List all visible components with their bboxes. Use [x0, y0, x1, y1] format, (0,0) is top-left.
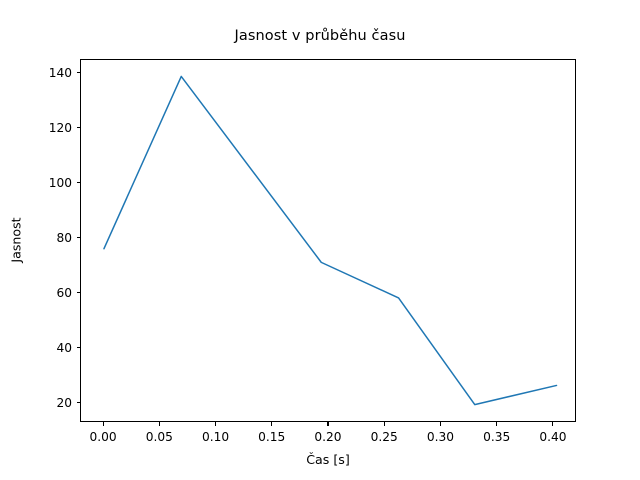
y-tick-label: 20 — [56, 395, 72, 410]
y-tick-label: 120 — [48, 120, 72, 135]
data-line-series-jasnost — [103, 75, 558, 406]
x-tick-mark — [383, 422, 385, 426]
x-tick-label: 0.40 — [539, 430, 567, 444]
x-axis-label: Čas [s] — [306, 452, 350, 467]
line-plot-svg — [103, 75, 558, 406]
x-tick-label: 0.25 — [370, 430, 398, 444]
x-tick-mark — [327, 422, 329, 426]
y-tick-label: 60 — [56, 285, 72, 300]
y-tick-mark — [76, 292, 80, 294]
x-tick-mark — [158, 422, 160, 426]
x-tick-label: 0.10 — [201, 430, 230, 444]
x-tick-label: 0.15 — [258, 430, 286, 444]
y-tick-mark — [76, 182, 80, 184]
x-tick-label: 0.05 — [145, 430, 173, 444]
chart-title: Jasnost v průběhu času — [234, 28, 406, 44]
x-tick-label: 0.30 — [426, 430, 455, 444]
x-tick-label: 0.00 — [89, 430, 117, 444]
y-tick-label: 80 — [56, 230, 72, 245]
x-tick-mark — [552, 422, 554, 426]
x-tick-label: 0.35 — [483, 430, 511, 444]
y-tick-label: 40 — [56, 340, 72, 355]
x-tick-mark — [214, 422, 217, 426]
y-tick-mark — [76, 402, 80, 404]
x-tick-mark — [439, 422, 441, 426]
x-tick-label: 0.20 — [314, 430, 342, 444]
x-tick-mark — [102, 422, 104, 426]
y-tick-label: 100 — [48, 175, 72, 190]
y-tick-mark — [76, 237, 80, 239]
y-tick-mark — [76, 72, 80, 74]
y-tick-mark — [76, 347, 80, 349]
x-tick-mark — [271, 422, 273, 426]
y-tick-mark — [76, 127, 80, 129]
y-tick-label: 140 — [48, 65, 72, 80]
y-axis-label: Jasnost — [8, 217, 24, 263]
plot-axes-frame — [80, 59, 576, 422]
x-tick-mark — [496, 422, 498, 426]
